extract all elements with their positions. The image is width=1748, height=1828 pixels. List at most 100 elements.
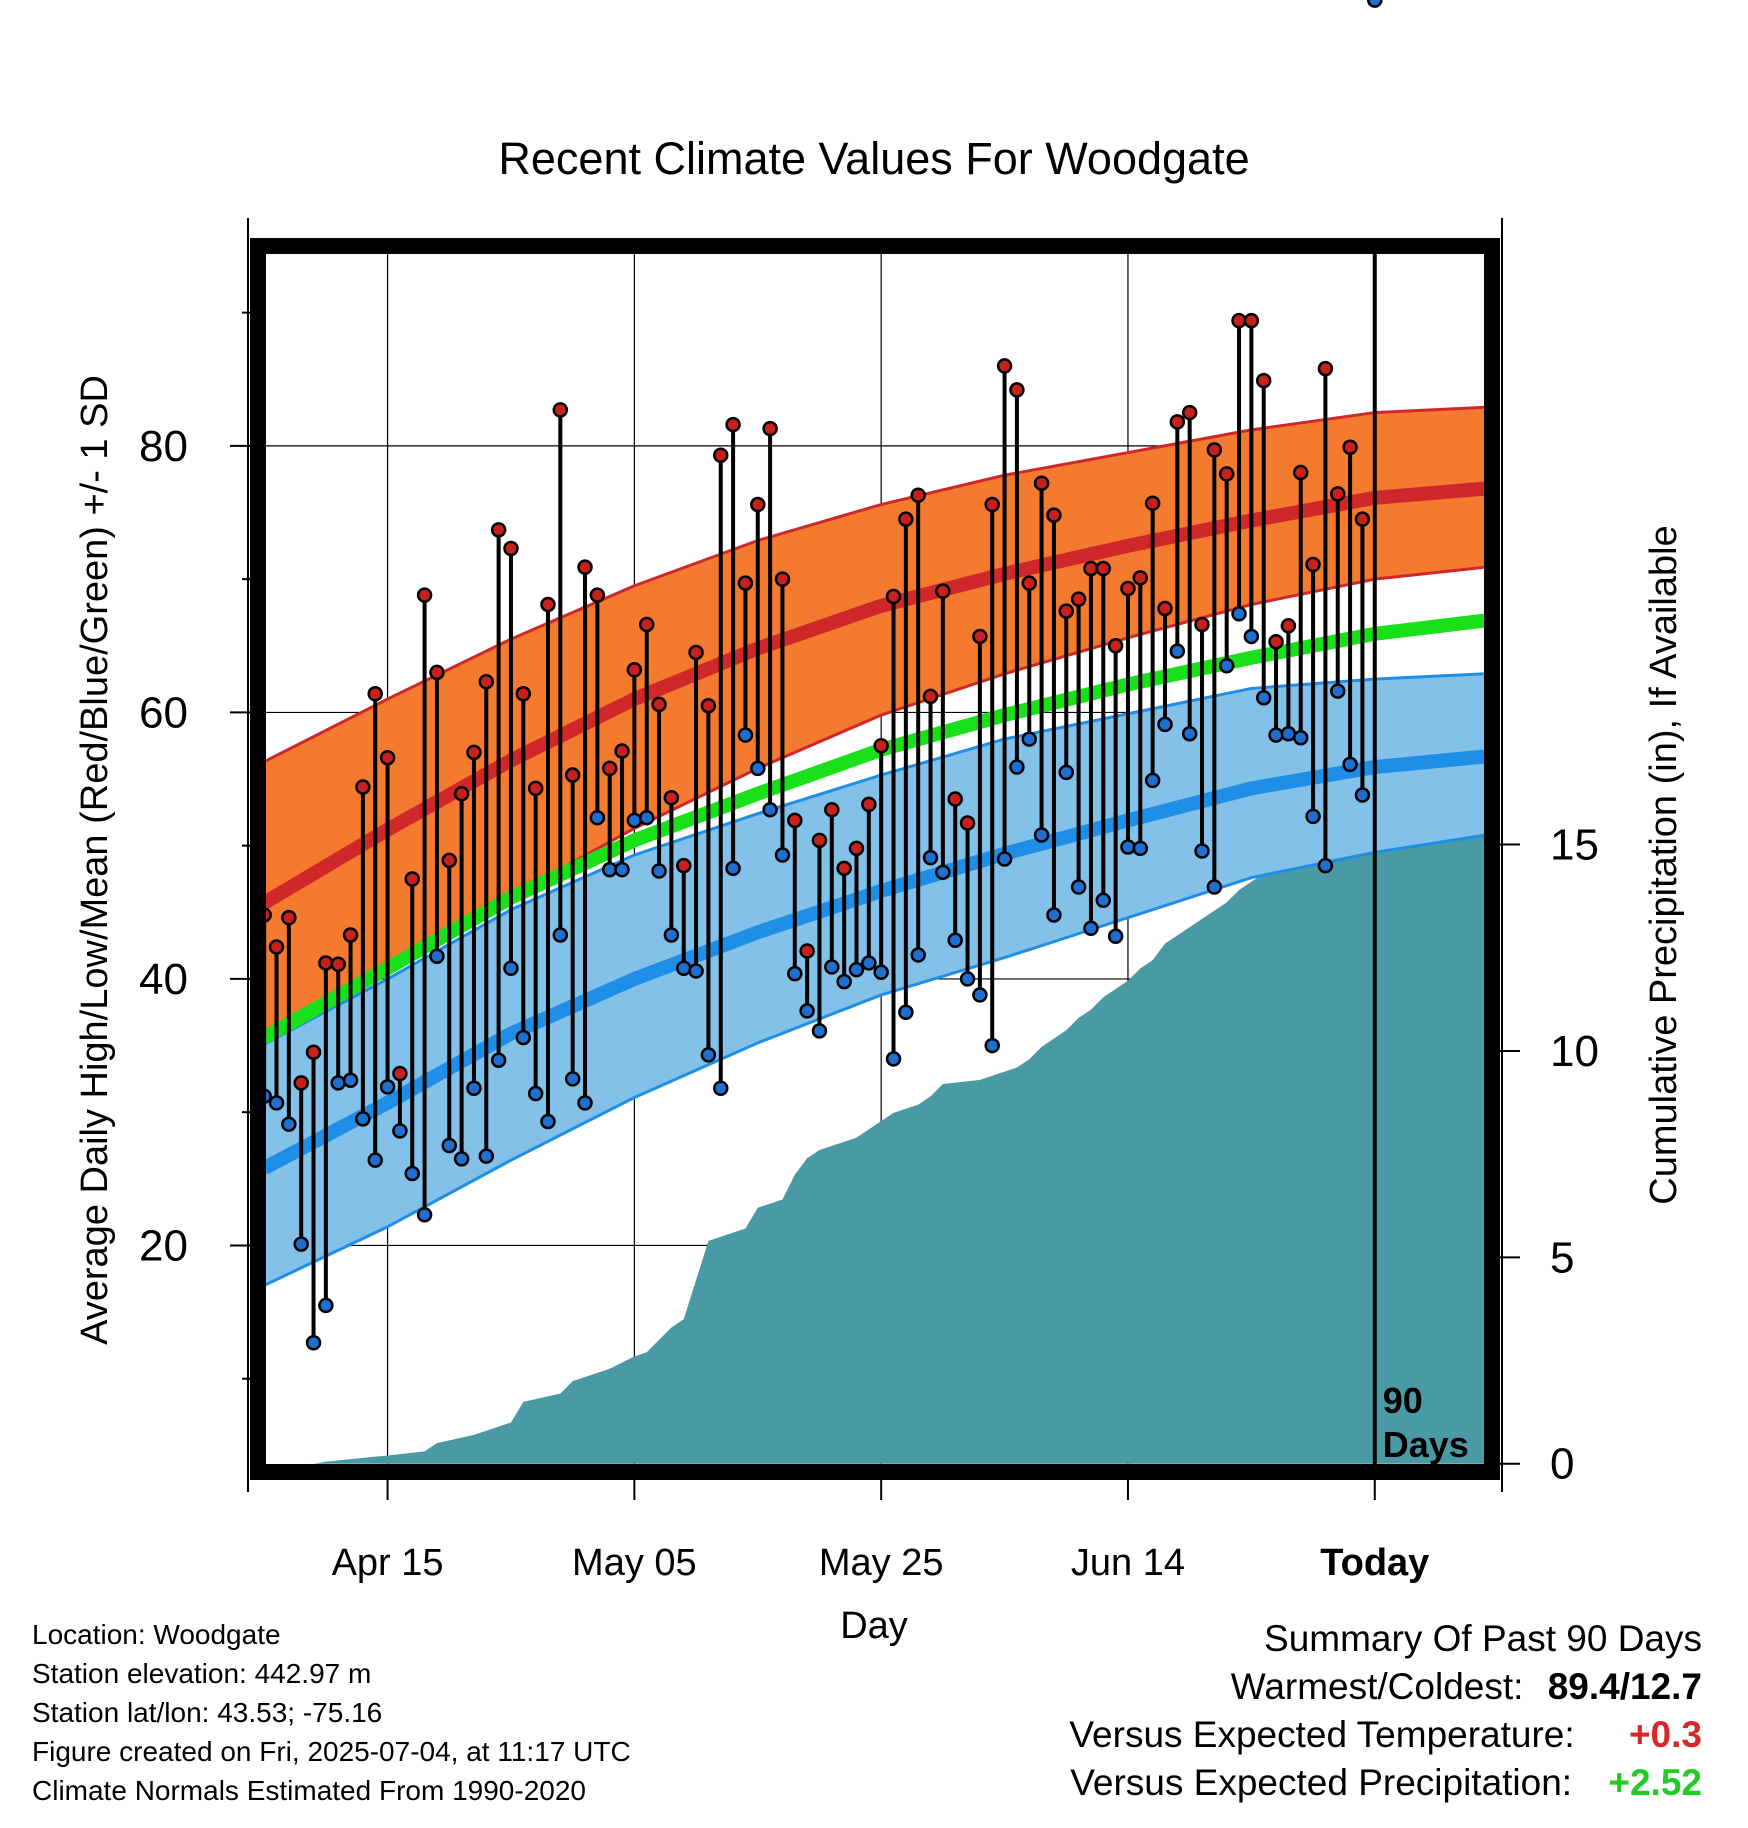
high-point [1107,638,1124,654]
low-point [1194,843,1210,859]
high-point [935,583,951,599]
high-point [478,674,495,690]
low-point [330,1075,346,1091]
warmest-coldest-row: Warmest/Coldest: 89.4/12.7 [1069,1663,1702,1711]
low-point [1058,764,1075,781]
x-tick-label: May 05 [572,1542,697,1584]
low-point [478,1148,495,1164]
high-point [614,743,630,759]
high-point [589,587,606,603]
low-point [959,971,976,987]
low-point [700,1047,717,1063]
normal-high-line [260,481,1487,909]
low-point [996,851,1013,867]
low-point [540,1113,556,1130]
low-point [947,932,963,949]
x-axis: Apr 15 May 05 May 25 Jun 14 Today [247,218,1503,1584]
summary-panel: Summary Of Past 90 Days Warmest/Coldest:… [1069,1615,1702,1807]
low-point [614,861,630,878]
low-point [281,1116,297,1132]
low-point [1095,892,1112,909]
today-label-days: Days [1383,1424,1469,1465]
high-point [861,796,877,813]
high-point [342,927,359,943]
low-point [873,964,889,981]
high-point [1317,360,1334,377]
low-point [1231,606,1247,622]
low-point [910,947,926,963]
low-point [774,847,791,863]
low-point [1292,729,1309,746]
low-point [1157,716,1173,733]
high-point [1095,560,1112,577]
high-point [293,1075,309,1091]
low-point [1206,879,1223,895]
x-tick-label: May 25 [819,1542,944,1584]
created-text: Figure created on Fri, 2025-07-04, at 11… [32,1736,631,1767]
high-point [898,511,914,527]
low-point [453,1151,470,1167]
high-point [1354,511,1371,527]
high-point [947,791,963,807]
low-point [441,1137,458,1154]
high-point [626,662,643,678]
low-point [824,959,840,975]
low-point [663,927,680,943]
low-point [675,960,692,977]
high-point [910,487,926,503]
high-point [1255,372,1272,389]
high-point [540,596,556,613]
x-tick-label: Jun 14 [1071,1542,1185,1584]
high-point [1058,603,1075,619]
high-point [1218,466,1235,482]
low-point [1144,772,1161,789]
high-point [848,840,865,857]
versus-temp-value: +0.3 [1628,1714,1702,1755]
x-axis-label: Day [840,1605,908,1647]
low-point [552,927,569,943]
versus-temp-label: Versus Expected Temperature: [1069,1714,1575,1755]
high-point [552,402,569,418]
high-point [959,815,976,831]
high-point [330,956,346,973]
plot-frame [250,238,1500,1480]
location-text: Location: Woodgate [32,1619,281,1650]
precip-area [264,724,1486,1464]
high-point [1144,495,1161,511]
low-point [688,963,704,979]
low-point [1046,907,1062,923]
daily-range-stems [262,320,1365,1343]
low-point [725,860,741,877]
high-point [1033,475,1050,491]
low-point [885,1051,902,1067]
high-point [737,575,754,591]
high-point [638,616,655,633]
high-point [1021,575,1037,591]
low-point [515,1029,532,1046]
low-point [861,955,877,971]
low-point [1255,690,1272,706]
low-point [1181,725,1198,742]
chart-title: Recent Climate Values For Woodgate [498,133,1249,184]
warmest-coldest-label: Warmest/Coldest: [1230,1666,1524,1707]
versus-temp-row: Versus Expected Temperature: +0.3 [1069,1711,1702,1759]
low-point [762,801,778,818]
x-tick-label: Apr 15 [332,1542,444,1584]
high-point [466,744,482,761]
low-point [1280,725,1297,742]
high-point [1268,634,1284,650]
low-point [490,1052,507,1068]
low-point [367,1152,383,1168]
low-point [972,987,988,1003]
low-point [355,1111,371,1127]
high-point [1181,404,1198,421]
low-point [527,1085,544,1102]
low-point [737,727,754,743]
high-point [922,688,939,705]
low-point [1243,628,1260,645]
high-point [713,447,729,463]
low-point [1120,839,1136,855]
high-point [750,496,766,513]
low-point [1218,658,1235,674]
